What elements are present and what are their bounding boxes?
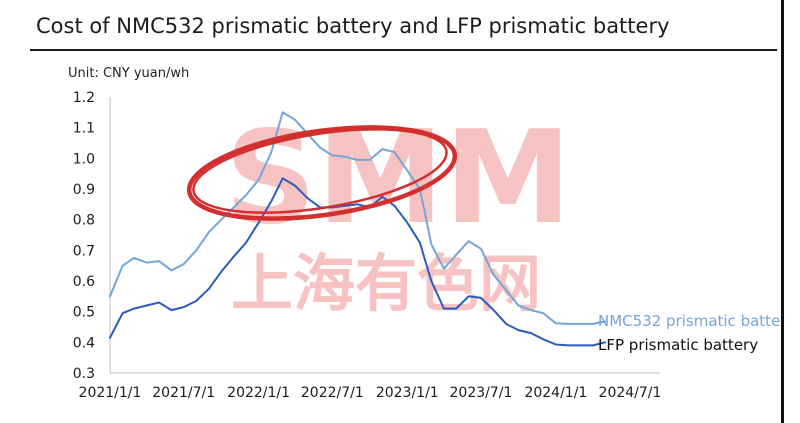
y-tick-label: 0.7 — [73, 243, 95, 259]
y-tick-label: 0.8 — [73, 213, 95, 229]
series-line-nmc532 — [109, 111, 607, 325]
x-tick-label: 2022/7/1 — [301, 385, 364, 401]
x-tick-label: 2021/1/1 — [79, 385, 142, 401]
legend-label-nmc532: NMC532 prismatic batte — [598, 312, 780, 330]
y-tick-label: 1.2 — [73, 90, 95, 106]
y-tick-label: 0.9 — [73, 182, 95, 198]
x-tick-label: 2023/7/1 — [450, 385, 513, 401]
annotation-ellipse-inner — [192, 128, 448, 214]
x-tick-label: 2022/1/1 — [227, 385, 290, 401]
x-tick-label: 2024/1/1 — [524, 385, 587, 401]
x-tick-label: 2023/1/1 — [376, 385, 439, 401]
axes: 1.2 1.1 1.0 0.9 0.8 0.7 0.6 0.5 0.4 0.3 2021/1/1 20… — [73, 90, 662, 401]
y-tick-label: 0.4 — [73, 335, 95, 351]
x-tick-label: 2021/7/1 — [152, 385, 215, 401]
y-tick-label: 0.3 — [73, 366, 95, 382]
series-layer — [109, 111, 607, 347]
y-tick-label: 0.6 — [73, 274, 95, 290]
legend: NMC532 prismatic batte LFP prismatic batt… — [598, 312, 780, 354]
legend-label-lfp: LFP prismatic battery — [598, 336, 758, 354]
y-tick-label: 1.1 — [73, 121, 95, 137]
unit-label: Unit: CNY yuan/wh — [68, 66, 190, 81]
x-tick-label: 2024/7/1 — [599, 385, 662, 401]
annotation-ellipse — [186, 125, 458, 221]
chart-title: Cost of NMC532 prismatic battery and LFP… — [36, 14, 670, 38]
series-line-lfp — [109, 177, 607, 347]
watermark-subtext: 上海有色网 — [231, 247, 541, 320]
title-underline — [30, 49, 777, 51]
right-edge-bar — [781, 0, 784, 423]
annotation — [186, 125, 458, 221]
y-tick-label: 1.0 — [73, 151, 95, 167]
y-tick-label: 0.5 — [73, 305, 95, 321]
